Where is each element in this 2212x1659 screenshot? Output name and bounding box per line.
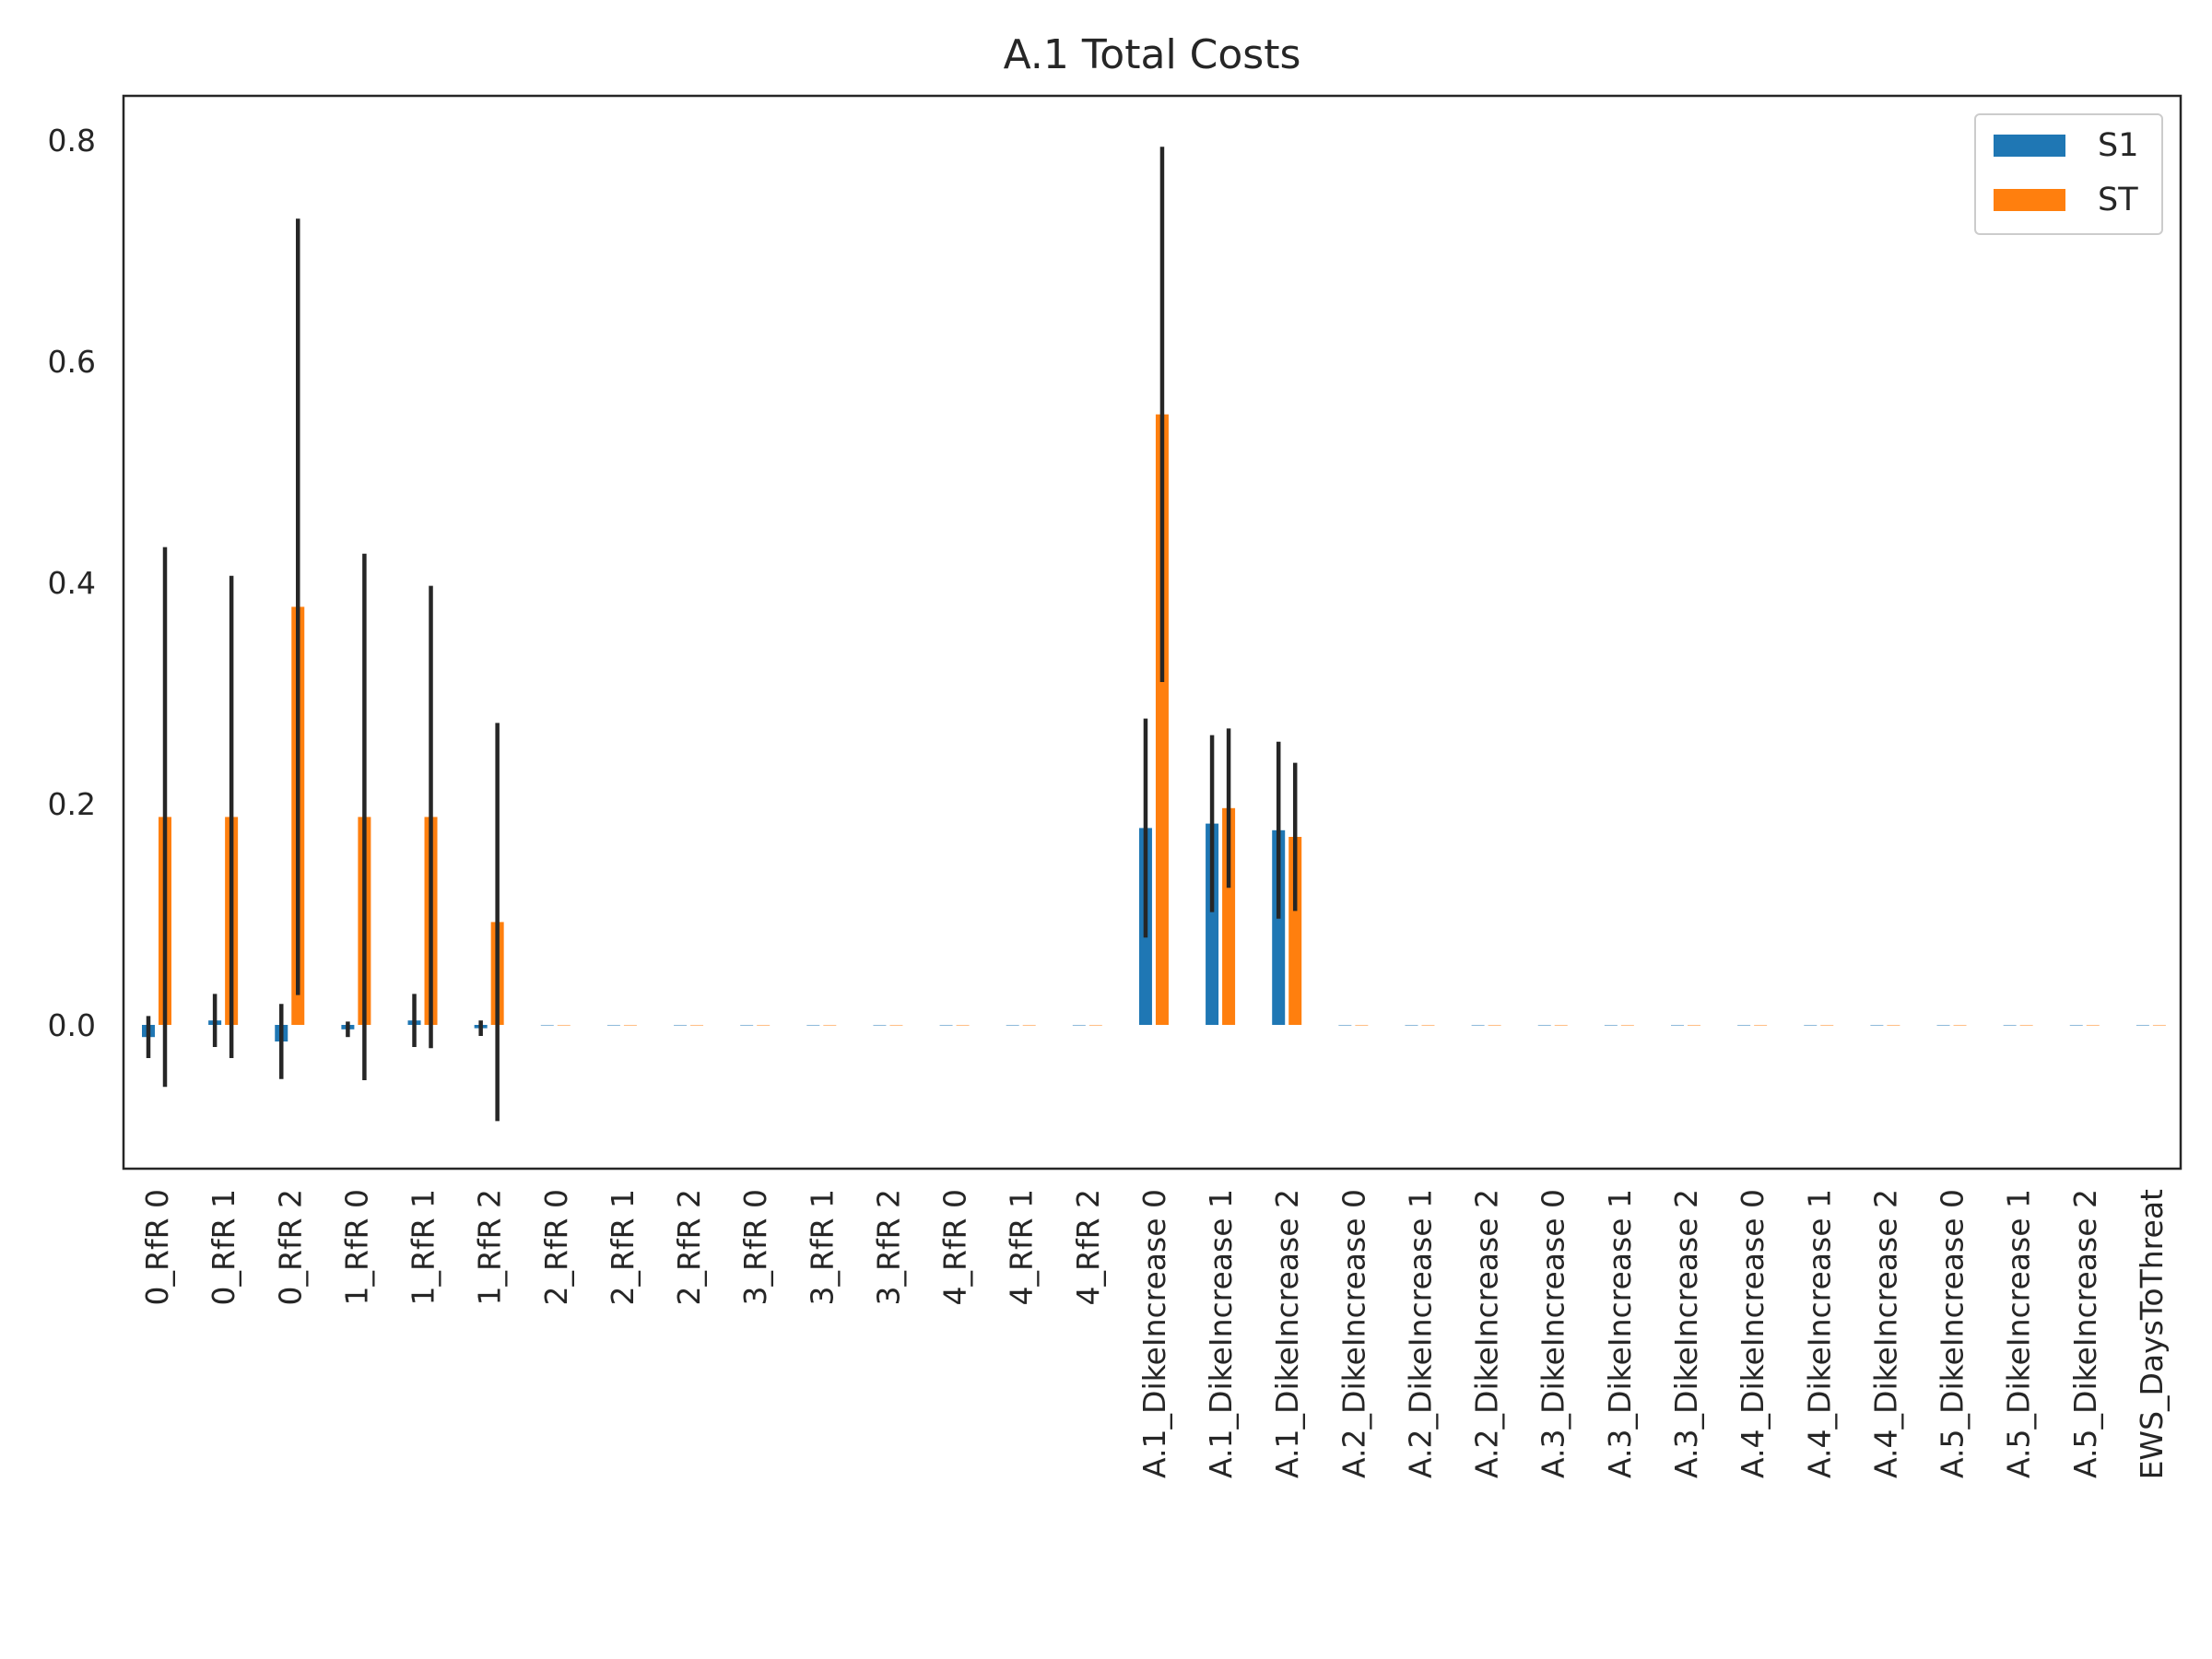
x-tick-label: A.1_DikeIncrease 1 bbox=[1203, 1189, 1239, 1478]
bar-s1-17 bbox=[1272, 830, 1286, 1025]
x-axis: 0_RfR 0 0_RfR 1 0_RfR 2 1_RfR 0 1_RfR 1 1_RfR… bbox=[139, 1189, 2170, 1479]
x-tick-label: 0_RfR 2 bbox=[272, 1189, 308, 1305]
x-tick-label: A.2_DikeIncrease 0 bbox=[1335, 1189, 1371, 1478]
bar-s1-27 bbox=[1936, 1025, 1950, 1026]
legend: S1 ST bbox=[1974, 113, 2163, 235]
x-tick-label: A.5_DikeIncrease 2 bbox=[2067, 1189, 2103, 1478]
bar-s1-20 bbox=[1471, 1025, 1485, 1026]
y-tick-label: 0.2 bbox=[48, 786, 96, 822]
y-tick-label: 0.4 bbox=[48, 565, 96, 601]
bar-s1-14 bbox=[1072, 1025, 1086, 1026]
bar-st-28 bbox=[2019, 1025, 2033, 1026]
x-tick-label: A.3_DikeIncrease 1 bbox=[1602, 1189, 1638, 1478]
y-tick-label: 0.8 bbox=[48, 123, 96, 159]
bar-s1-9 bbox=[740, 1025, 754, 1026]
x-tick-label: 1_RfR 2 bbox=[472, 1189, 508, 1305]
bar-st-15 bbox=[1155, 414, 1169, 1026]
x-tick-label: A.5_DikeIncrease 1 bbox=[2001, 1189, 2037, 1478]
bar-s1-23 bbox=[1670, 1025, 1684, 1026]
legend-swatch-s1 bbox=[1994, 135, 2065, 157]
bar-st-6 bbox=[557, 1025, 571, 1026]
plot-area bbox=[142, 147, 2166, 1122]
legend-swatch-st bbox=[1994, 189, 2065, 211]
x-tick-label: A.3_DikeIncrease 0 bbox=[1535, 1189, 1571, 1478]
bar-st-11 bbox=[889, 1025, 903, 1026]
bar-s1-8 bbox=[674, 1025, 688, 1026]
bar-s1-21 bbox=[1537, 1025, 1551, 1026]
bar-st-19 bbox=[1421, 1025, 1435, 1026]
bar-s1-12 bbox=[939, 1025, 953, 1026]
x-tick-label: A.2_DikeIncrease 1 bbox=[1402, 1189, 1438, 1478]
bar-s1-7 bbox=[606, 1025, 620, 1026]
bar-st-7 bbox=[623, 1025, 637, 1026]
x-tick-label: A.1_DikeIncrease 2 bbox=[1269, 1189, 1305, 1478]
bar-s1-10 bbox=[806, 1025, 820, 1026]
bar-s1-13 bbox=[1006, 1025, 1019, 1026]
x-tick-label: 4_RfR 1 bbox=[1004, 1189, 1040, 1305]
x-tick-label: 1_RfR 1 bbox=[406, 1189, 441, 1305]
bar-st-20 bbox=[1488, 1025, 1501, 1026]
x-tick-label: 3_RfR 0 bbox=[737, 1189, 773, 1305]
y-tick-label: 0.0 bbox=[48, 1007, 96, 1043]
bar-s1-6 bbox=[540, 1025, 554, 1026]
x-tick-label: A.4_DikeIncrease 2 bbox=[1867, 1189, 1903, 1478]
x-tick-label: EWS_DaysToThreat bbox=[2134, 1189, 2170, 1479]
bar-s1-22 bbox=[1604, 1025, 1618, 1026]
bar-st-26 bbox=[1887, 1025, 1900, 1026]
bar-st-12 bbox=[956, 1025, 970, 1026]
bar-st-24 bbox=[1754, 1025, 1768, 1026]
bar-st-13 bbox=[1022, 1025, 1036, 1026]
bar-s1-16 bbox=[1206, 823, 1219, 1025]
x-tick-label: A.1_DikeIncrease 0 bbox=[1136, 1189, 1172, 1478]
x-tick-label: A.3_DikeIncrease 2 bbox=[1668, 1189, 1704, 1478]
x-tick-label: 2_RfR 0 bbox=[538, 1189, 574, 1305]
x-tick-label: 3_RfR 1 bbox=[804, 1189, 840, 1305]
x-tick-label: 0_RfR 1 bbox=[206, 1189, 241, 1305]
bar-s1-24 bbox=[1737, 1025, 1751, 1026]
chart-title: A.1 Total Costs bbox=[1004, 31, 1301, 78]
y-tick-label: 0.6 bbox=[48, 344, 96, 380]
bar-st-27 bbox=[1953, 1025, 1967, 1026]
y-axis: 0.0 0.2 0.4 0.6 0.8 bbox=[48, 123, 96, 1043]
x-tick-label: 3_RfR 2 bbox=[870, 1189, 906, 1305]
bar-st-29 bbox=[2086, 1025, 2100, 1026]
bar-st-21 bbox=[1554, 1025, 1568, 1026]
x-tick-label: A.4_DikeIncrease 0 bbox=[1735, 1189, 1771, 1478]
legend-label-s1: S1 bbox=[2098, 127, 2139, 164]
bar-st-30 bbox=[2152, 1025, 2166, 1026]
x-tick-label: 4_RfR 0 bbox=[937, 1189, 973, 1305]
bar-st-23 bbox=[1687, 1025, 1700, 1026]
bar-st-18 bbox=[1355, 1025, 1369, 1026]
x-tick-label: A.4_DikeIncrease 1 bbox=[1801, 1189, 1837, 1478]
bar-st-22 bbox=[1620, 1025, 1634, 1026]
legend-label-st: ST bbox=[2098, 182, 2138, 218]
bar-s1-28 bbox=[2003, 1025, 2017, 1026]
bar-st-10 bbox=[823, 1025, 837, 1026]
bar-s1-29 bbox=[2069, 1025, 2083, 1026]
x-tick-label: A.2_DikeIncrease 2 bbox=[1469, 1189, 1505, 1478]
bar-st-16 bbox=[1222, 807, 1236, 1025]
x-tick-label: A.5_DikeIncrease 0 bbox=[1935, 1189, 1971, 1478]
bar-st-14 bbox=[1088, 1025, 1102, 1026]
bar-st-25 bbox=[1820, 1025, 1834, 1026]
bar-s1-18 bbox=[1338, 1025, 1352, 1026]
x-tick-label: 2_RfR 2 bbox=[671, 1189, 707, 1305]
x-tick-label: 0_RfR 0 bbox=[139, 1189, 175, 1305]
bar-st-8 bbox=[690, 1025, 704, 1026]
bar-s1-19 bbox=[1405, 1025, 1418, 1026]
bar-st-17 bbox=[1288, 837, 1302, 1025]
x-tick-label: 1_RfR 0 bbox=[338, 1189, 374, 1305]
bar-s1-11 bbox=[873, 1025, 887, 1026]
bar-s1-30 bbox=[2136, 1025, 2149, 1026]
axes-frame bbox=[122, 94, 2183, 1171]
bar-s1-26 bbox=[1870, 1025, 1884, 1026]
x-tick-label: 2_RfR 1 bbox=[605, 1189, 641, 1305]
bar-st-9 bbox=[757, 1025, 771, 1026]
bar-s1-25 bbox=[1804, 1025, 1818, 1026]
x-tick-label: 4_RfR 2 bbox=[1070, 1189, 1106, 1305]
